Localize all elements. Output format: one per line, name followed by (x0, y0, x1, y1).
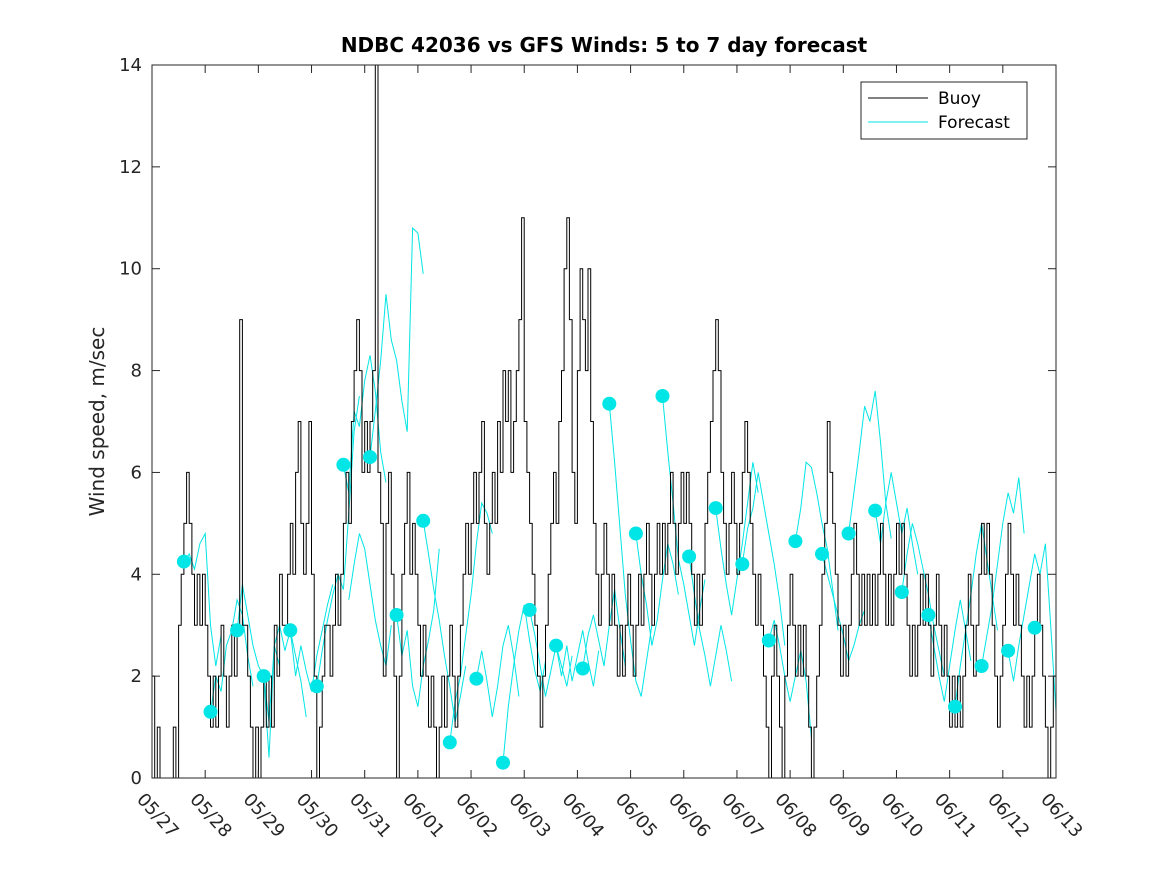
y-tick-label-0: 0 (131, 768, 142, 789)
forecast-track-17 (608, 403, 653, 697)
forecast-marker-12 (496, 755, 510, 770)
forecast-marker-29 (948, 699, 962, 714)
forecast-marker-15 (575, 661, 590, 676)
forecast-track-9 (396, 548, 440, 707)
forecast-track-7 (369, 226, 424, 458)
forecast-marker-25 (841, 526, 856, 541)
forecast-marker-2 (230, 623, 245, 638)
y-axis-label: Wind speed, m/sec (85, 327, 109, 517)
forecast-marker-18 (655, 389, 670, 403)
forecast-marker-28 (921, 608, 936, 622)
y-tick-label-2: 4 (131, 564, 142, 585)
forecast-track-30 (954, 523, 998, 707)
legend-label-buoy: Buoy (938, 89, 981, 109)
y-tick-label-7: 14 (119, 55, 142, 76)
forecast-marker-20 (708, 501, 723, 516)
forecast-marker-26 (868, 503, 883, 518)
forecast-track-32 (1007, 543, 1057, 712)
forecast-track-12 (475, 625, 520, 717)
y-tick-label-1: 2 (131, 666, 142, 687)
forecast-marker-0 (176, 554, 191, 569)
forecast-marker-13 (522, 602, 537, 617)
forecast-track-26 (848, 390, 892, 539)
legend-label-forecast: Forecast (938, 113, 1010, 133)
forecast-marker-27 (894, 585, 909, 600)
forecast-marker-14 (549, 638, 564, 653)
forecast-track-28 (901, 523, 945, 677)
forecast-marker-3 (256, 669, 271, 684)
forecast-marker-5 (309, 679, 324, 694)
y-tick-label-3: 6 (131, 462, 142, 483)
forecast-marker-4 (283, 623, 298, 638)
forecast-track-11 (449, 501, 493, 743)
forecast-marker-21 (735, 557, 750, 572)
forecast-track-24 (794, 461, 839, 631)
data-layer (152, 64, 1057, 779)
forecast-marker-31 (1001, 643, 1016, 658)
forecast-marker-8 (389, 608, 404, 622)
plot-frame (151, 64, 1057, 779)
forecast-marker-11 (469, 671, 484, 686)
forecast-marker-7 (363, 450, 377, 465)
legend: Buoy Forecast (860, 81, 1028, 140)
buoy-series-line (152, 64, 1056, 779)
forecast-marker-17 (628, 526, 643, 541)
forecast-marker-16 (602, 396, 617, 411)
forecast-track-16 (582, 589, 626, 669)
forecast-marker-23 (788, 534, 803, 549)
forecast-marker-6 (336, 457, 351, 472)
forecast-track-22 (741, 472, 786, 646)
forecast-marker-22 (761, 633, 776, 648)
forecast-track-31 (981, 477, 1025, 667)
y-tick-label-4: 8 (131, 361, 142, 382)
forecast-track-0 (183, 531, 222, 667)
forecast-track-21 (715, 462, 759, 616)
forecast-track-3 (263, 625, 307, 758)
y-tick-label-6: 12 (119, 157, 142, 178)
forecast-track-15 (555, 630, 600, 687)
forecast-track-2 (236, 584, 281, 723)
forecast-marker-30 (974, 659, 989, 673)
forecast-track-20 (688, 556, 733, 687)
y-tick-label-5: 10 (119, 259, 142, 280)
forecast-marker-19 (682, 549, 697, 564)
plot-area (152, 65, 1056, 778)
forecast-marker-9 (416, 513, 431, 528)
forecast-track-18 (635, 533, 679, 646)
legend-box (860, 81, 1028, 140)
forecast-track-6 (342, 355, 387, 493)
forecast-track-29 (927, 599, 972, 702)
forecast-marker-32 (1027, 620, 1042, 635)
forecast-marker-1 (203, 704, 218, 719)
forecast-track-8 (348, 533, 392, 667)
forecast-marker-10 (442, 735, 457, 750)
forecast-track-14 (529, 609, 573, 697)
forecast-track-10 (422, 520, 467, 723)
chart-title: NDBC 42036 vs GFS Winds: 5 to 7 day fore… (341, 33, 868, 57)
forecast-track-13 (502, 604, 546, 763)
forecast-track-4 (289, 584, 334, 692)
forecast-marker-24 (815, 546, 829, 561)
forecast-track-23 (768, 619, 812, 738)
